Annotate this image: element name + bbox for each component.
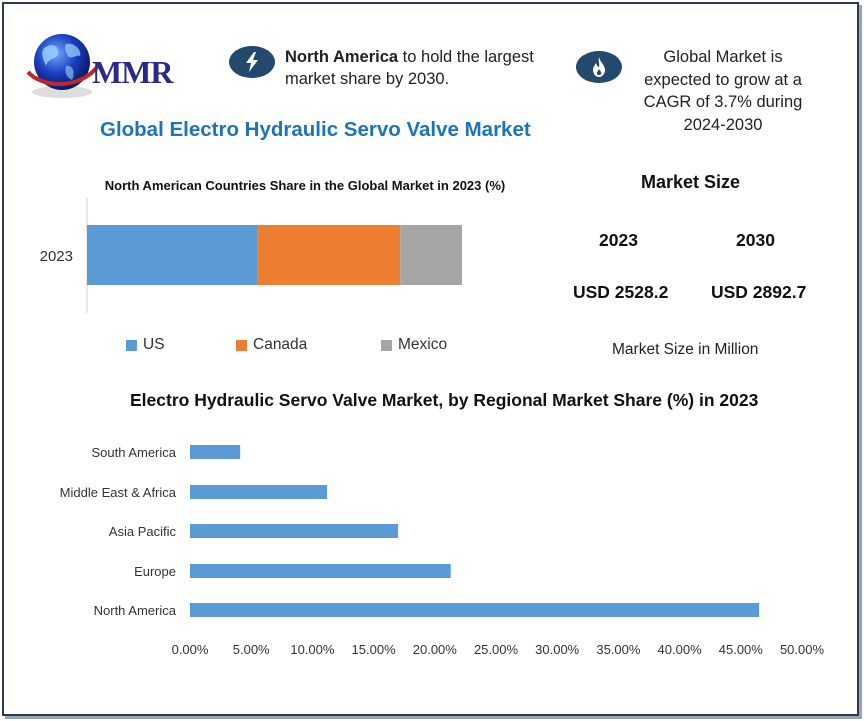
na-category-label: 2023 — [40, 248, 73, 265]
market-year-2023: 2023 — [599, 230, 638, 250]
legend-item-canada: Canada — [236, 336, 381, 354]
legend-label-canada: Canada — [253, 336, 308, 353]
regional-category-label: Middle East & Africa — [60, 485, 177, 500]
legend-label-us: US — [143, 336, 165, 353]
regional-category-label: South America — [91, 445, 176, 460]
globe-icon — [26, 34, 100, 98]
regional-bar-middle-east-africa — [190, 485, 328, 499]
market-size-note: Market Size in Million — [612, 341, 759, 358]
regional-x-tick-label: 30.00% — [535, 642, 580, 657]
legend-item-us: US — [126, 336, 236, 354]
regional-x-tick-label: 25.00% — [474, 642, 519, 657]
market-value-2023: USD 2528.2 — [573, 282, 669, 302]
na-bar-us — [87, 225, 258, 285]
legend-item-mexico: Mexico — [381, 336, 481, 354]
regional-bar-europe — [190, 564, 451, 578]
regional-x-tick-label: 5.00% — [233, 642, 270, 657]
market-size-title: Market Size — [641, 172, 741, 192]
cagr-text: Global Market is expected to grow at a C… — [643, 48, 803, 134]
legend-label-mexico: Mexico — [398, 336, 448, 353]
regional-x-tick-label: 20.00% — [413, 642, 458, 657]
regional-x-tick-label: 35.00% — [596, 642, 641, 657]
regional-category-label: Asia Pacific — [109, 524, 177, 539]
market-value-2030: USD 2892.7 — [711, 282, 807, 302]
legend-swatch-mexico — [381, 339, 392, 351]
main-title: Global Electro Hydraulic Servo Valve Mar… — [100, 118, 531, 141]
na-bar-canada — [257, 225, 401, 285]
regional-bar-asia-pacific — [190, 524, 399, 538]
legend-swatch-canada — [236, 339, 247, 351]
regional-category-label: Europe — [134, 564, 176, 579]
regional-x-tick-label: 15.00% — [352, 642, 397, 657]
headline-text: North America to hold the largest market… — [285, 46, 550, 90]
regional-x-tick-label: 0.00% — [172, 642, 209, 657]
regional-x-tick-label: 50.00% — [780, 642, 825, 657]
regional-bar-north-america — [190, 603, 760, 617]
regional-x-tick-label: 10.00% — [290, 642, 335, 657]
lightning-icon — [229, 46, 275, 78]
na-stacked-chart: 2023 — [40, 198, 462, 313]
regional-bar-chart: North America Europe Asia Pacific Middle Ea… — [60, 445, 825, 657]
mmr-logo: MMR — [22, 26, 182, 104]
flame-icon — [576, 51, 622, 83]
regional-x-tick-label: 45.00% — [719, 642, 764, 657]
headline-rest: to hold the largest market share by 2030… — [285, 48, 534, 88]
regional-bar-south-america — [190, 445, 241, 459]
logo-text: MMR — [92, 54, 174, 90]
legend-swatch-us — [126, 339, 137, 351]
regional-chart-title: Electro Hydraulic Servo Valve Market, by… — [130, 390, 759, 410]
headline-bold: North America — [285, 48, 399, 66]
regional-x-tick-label: 40.00% — [658, 642, 703, 657]
na-bar-mexico — [400, 225, 462, 285]
market-year-2030: 2030 — [736, 230, 775, 250]
na-chart-title: North American Countries Share in the Gl… — [104, 178, 506, 193]
regional-category-label: North America — [94, 603, 177, 618]
na-legend: US Canada Mexico — [126, 336, 481, 354]
